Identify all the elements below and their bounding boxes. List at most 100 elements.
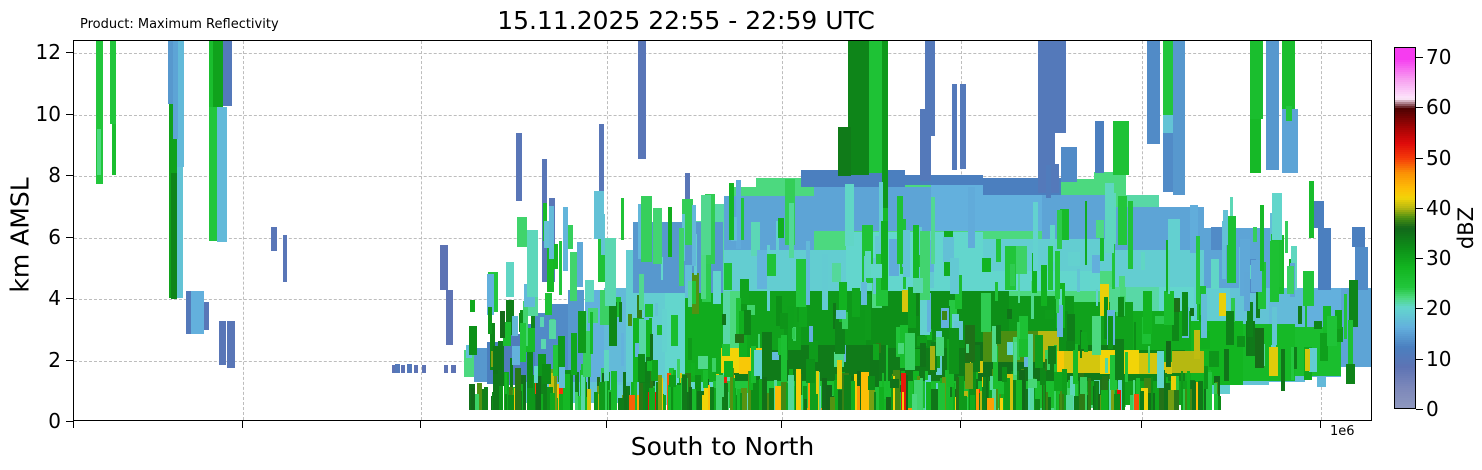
reflectivity-cell (1056, 305, 1063, 337)
colorbar-segment (1395, 221, 1415, 224)
reflectivity-cell (1226, 311, 1235, 346)
reflectivity-cell (111, 123, 116, 175)
y-tick-label: 8 (48, 163, 61, 188)
reflectivity-cell (814, 186, 932, 232)
colorbar-segment (1395, 379, 1415, 382)
colorbar-segment (1395, 191, 1415, 194)
reflectivity-cell (504, 373, 508, 410)
reflectivity-cell (1259, 204, 1265, 272)
reflectivity-cell (781, 335, 787, 383)
reflectivity-cell (748, 371, 754, 410)
reflectivity-cell (864, 294, 871, 340)
reflectivity-cell (1282, 108, 1298, 174)
reflectivity-cell (1221, 220, 1227, 279)
reflectivity-cell (1057, 209, 1063, 249)
reflectivity-cell (668, 206, 673, 257)
reflectivity-cell (775, 385, 781, 410)
reflectivity-cell (569, 252, 578, 302)
colorbar-segment (1395, 271, 1415, 274)
reflectivity-cell (1080, 377, 1088, 410)
colorbar-segment (1395, 93, 1415, 96)
reflectivity-cell (966, 343, 970, 353)
reflectivity-cell (414, 365, 419, 373)
reflectivity-cell (1269, 240, 1279, 302)
reflectivity-cell (470, 300, 475, 312)
reflectivity-cell (689, 386, 692, 410)
reflectivity-cell (781, 371, 788, 410)
reflectivity-cell (1079, 330, 1083, 358)
plot-area (73, 40, 1372, 421)
reflectivity-cell (502, 321, 511, 346)
reflectivity-cell (701, 195, 711, 255)
reflectivity-cell (549, 392, 556, 410)
reflectivity-cell (645, 304, 653, 318)
reflectivity-cell (916, 335, 927, 346)
reflectivity-cell (945, 370, 950, 410)
reflectivity-cell (1027, 333, 1034, 379)
reflectivity-cell (1302, 270, 1314, 307)
reflectivity-cell (836, 309, 846, 320)
reflectivity-cell (1253, 226, 1257, 242)
reflectivity-cell (468, 326, 478, 355)
colorbar-segment (1395, 131, 1415, 134)
colorbar-segment (1395, 48, 1415, 50)
reflectivity-cell (1113, 120, 1129, 175)
reflectivity-cell (982, 386, 989, 410)
reflectivity-cell (970, 394, 976, 410)
colorbar-segment (1395, 265, 1415, 268)
reflectivity-cell (805, 240, 811, 306)
reflectivity-cell (1095, 120, 1105, 174)
colorbar-segment (1395, 51, 1415, 54)
y-tick-mark (66, 113, 73, 115)
reflectivity-cell (896, 196, 903, 264)
reflectivity-cell (768, 387, 775, 410)
reflectivity-cell (563, 225, 574, 249)
reflectivity-cell (1133, 322, 1137, 351)
reflectivity-cell (1266, 41, 1280, 171)
colorbar-segment (1395, 353, 1415, 356)
reflectivity-cell (1045, 165, 1051, 198)
reflectivity-cell (1142, 290, 1153, 334)
reflectivity-cell (724, 263, 732, 291)
reflectivity-cell (1118, 368, 1124, 410)
reflectivity-cell (1171, 309, 1179, 342)
y-tick-label: 10 (35, 101, 61, 126)
reflectivity-cell (167, 41, 177, 104)
colorbar-segment (1395, 65, 1415, 68)
colorbar-segment (1395, 241, 1415, 244)
reflectivity-cell (1059, 385, 1063, 410)
reflectivity-cell (919, 108, 932, 181)
colorbar-segment (1395, 113, 1415, 116)
colorbar-segment (1395, 83, 1415, 86)
colorbar-segment (1395, 197, 1415, 200)
colorbar-segment (1395, 143, 1415, 146)
colorbar-segment (1395, 177, 1415, 180)
reflectivity-cell (486, 274, 494, 316)
colorbar-segment (1395, 313, 1415, 316)
reflectivity-cell (1284, 221, 1288, 254)
colorbar-segment (1395, 187, 1415, 190)
reflectivity-cell (1014, 342, 1018, 375)
colorbar-segment (1395, 99, 1415, 102)
reflectivity-cell (803, 386, 808, 410)
colorbar-segment (1395, 365, 1415, 368)
reflectivity-cell (1240, 238, 1250, 297)
reflectivity-cell (583, 397, 589, 410)
reflectivity-cell (936, 336, 945, 357)
x-tick-mark (960, 421, 962, 428)
colorbar-segment (1395, 389, 1415, 392)
x-axis-label: South to North (630, 432, 815, 461)
reflectivity-cell (530, 375, 535, 410)
reflectivity-cell (1133, 380, 1136, 410)
colorbar-segment (1395, 405, 1415, 408)
reflectivity-cell (773, 380, 777, 410)
reflectivity-cell (526, 341, 533, 388)
reflectivity-cell (911, 349, 921, 367)
reflectivity-cell (622, 371, 627, 410)
colorbar-segment (1395, 371, 1415, 374)
reflectivity-cell (531, 310, 536, 330)
reflectivity-cell (552, 344, 558, 376)
reflectivity-cell (741, 387, 747, 410)
colorbar-segment (1395, 149, 1415, 152)
reflectivity-cell (1181, 291, 1188, 336)
